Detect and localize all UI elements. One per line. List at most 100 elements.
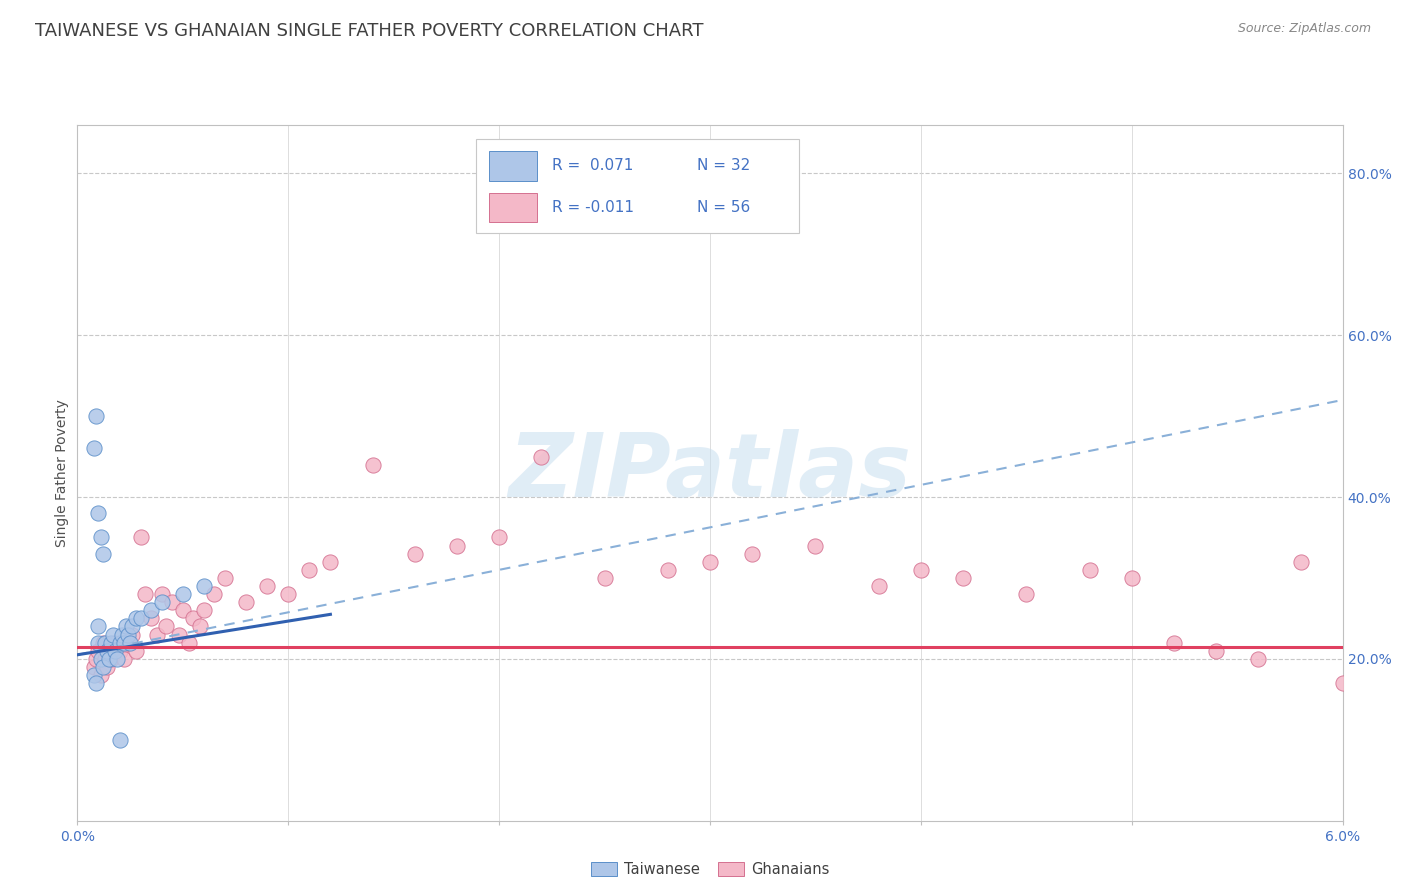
Point — [167, 627, 190, 641]
Point — [98, 644, 120, 658]
Point — [1015, 587, 1038, 601]
Point — [115, 619, 138, 633]
Point — [121, 619, 143, 633]
Point — [172, 603, 194, 617]
Point — [1205, 644, 1227, 658]
Text: R = -0.011: R = -0.011 — [553, 200, 634, 215]
Point — [155, 619, 177, 633]
FancyBboxPatch shape — [477, 139, 799, 233]
Point — [193, 579, 215, 593]
Point — [117, 635, 139, 649]
Text: R =  0.071: R = 0.071 — [553, 159, 633, 173]
Point — [108, 635, 131, 649]
Point — [804, 539, 827, 553]
Point — [172, 587, 194, 601]
Point — [404, 547, 426, 561]
Point — [83, 442, 105, 456]
Point — [86, 652, 108, 666]
Point — [1163, 635, 1185, 649]
Point — [952, 571, 974, 585]
Text: TAIWANESE VS GHANAIAN SINGLE FATHER POVERTY CORRELATION CHART: TAIWANESE VS GHANAIAN SINGLE FATHER POVE… — [35, 22, 703, 40]
Point — [83, 660, 105, 674]
Y-axis label: Single Father Poverty: Single Father Poverty — [55, 399, 69, 547]
Point — [107, 652, 129, 666]
Point — [108, 644, 131, 658]
Point — [530, 450, 553, 464]
Point — [96, 644, 118, 658]
Point — [1247, 652, 1270, 666]
Text: ZIPatlas: ZIPatlas — [509, 429, 911, 516]
Point — [361, 458, 384, 472]
Point — [121, 627, 143, 641]
Point — [1121, 571, 1143, 585]
Point — [103, 627, 124, 641]
Point — [183, 611, 205, 625]
FancyBboxPatch shape — [489, 152, 537, 180]
Text: N = 56: N = 56 — [697, 200, 751, 215]
Point — [90, 652, 112, 666]
Point — [87, 619, 110, 633]
Point — [162, 595, 183, 609]
Point — [488, 531, 510, 545]
Point — [93, 652, 117, 666]
Point — [129, 531, 152, 545]
Point — [98, 652, 120, 666]
Point — [125, 644, 148, 658]
Point — [117, 627, 139, 641]
Point — [112, 635, 135, 649]
Point — [86, 409, 108, 424]
Point — [298, 563, 321, 577]
Point — [87, 644, 110, 658]
Text: N = 32: N = 32 — [697, 159, 751, 173]
Point — [146, 627, 169, 641]
Point — [129, 611, 152, 625]
Point — [214, 571, 236, 585]
Point — [141, 611, 163, 625]
Point — [93, 635, 117, 649]
Point — [87, 506, 110, 520]
Point — [125, 611, 148, 625]
Point — [179, 635, 201, 649]
Point — [188, 619, 211, 633]
Point — [699, 555, 721, 569]
Point — [134, 587, 156, 601]
Legend: Taiwanese, Ghanaians: Taiwanese, Ghanaians — [585, 856, 835, 883]
Point — [657, 563, 679, 577]
Point — [193, 603, 215, 617]
Point — [204, 587, 226, 601]
Point — [100, 652, 122, 666]
Point — [150, 595, 173, 609]
Text: Source: ZipAtlas.com: Source: ZipAtlas.com — [1237, 22, 1371, 36]
Point — [319, 555, 342, 569]
Point — [104, 635, 127, 649]
Point — [150, 587, 173, 601]
Point — [100, 635, 122, 649]
Point — [104, 644, 127, 658]
Point — [1331, 676, 1354, 690]
Point — [741, 547, 763, 561]
Point — [91, 547, 114, 561]
Point — [593, 571, 616, 585]
Point — [1289, 555, 1312, 569]
Point — [446, 539, 468, 553]
FancyBboxPatch shape — [489, 193, 537, 222]
Point — [86, 676, 108, 690]
Point — [111, 627, 132, 641]
Point — [256, 579, 278, 593]
Point — [112, 652, 135, 666]
Point — [868, 579, 890, 593]
Point — [108, 732, 131, 747]
Point — [87, 635, 110, 649]
Point — [1078, 563, 1101, 577]
Point — [83, 668, 105, 682]
Point — [120, 635, 141, 649]
Point — [141, 603, 163, 617]
Point — [91, 660, 114, 674]
Point — [90, 668, 112, 682]
Point — [235, 595, 257, 609]
Point — [277, 587, 299, 601]
Point — [91, 635, 114, 649]
Point — [96, 660, 118, 674]
Point — [910, 563, 932, 577]
Point — [90, 531, 112, 545]
